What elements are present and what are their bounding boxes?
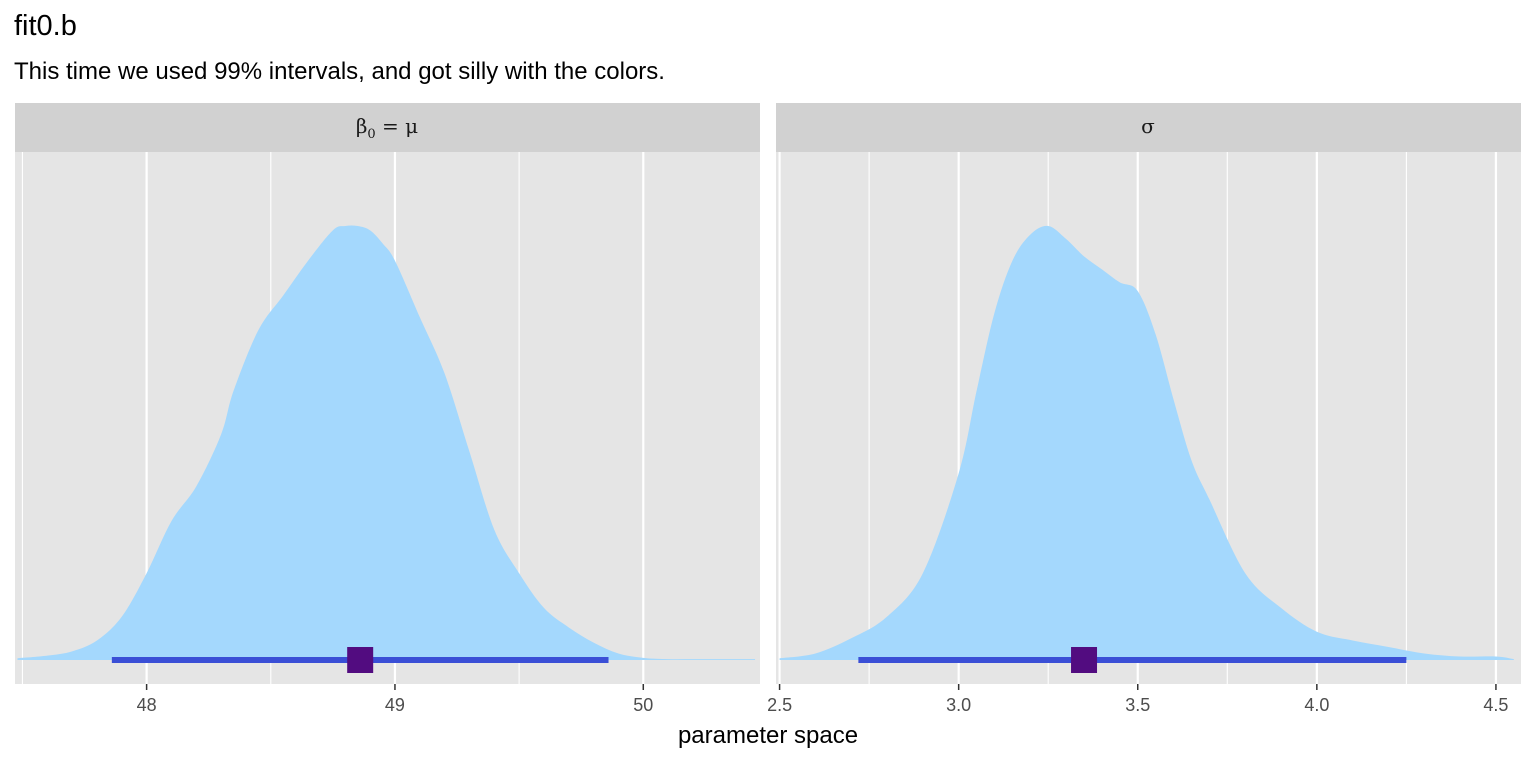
strip-label-beta0: β0 = μ bbox=[356, 114, 418, 142]
marks bbox=[17, 225, 756, 673]
facet-panel-sigma: σ 2.5 3.0 3.5 4.0 4.5 bbox=[767, 103, 1521, 715]
x-axis-ticks: 48 49 50 bbox=[137, 684, 653, 715]
tick-label: 49 bbox=[385, 695, 405, 715]
density-area bbox=[17, 225, 756, 660]
chart-subtitle: This time we used 99% intervals, and got… bbox=[14, 58, 665, 85]
tick-label: 2.5 bbox=[767, 695, 792, 715]
tick-label: 3.0 bbox=[946, 695, 971, 715]
strip-background bbox=[776, 103, 1521, 152]
x-axis-ticks: 2.5 3.0 3.5 4.0 4.5 bbox=[767, 684, 1508, 715]
strip-label-sigma: σ bbox=[1141, 114, 1155, 138]
tick-label: 4.0 bbox=[1304, 695, 1329, 715]
tick-label: 3.5 bbox=[1125, 695, 1150, 715]
tick-label: 4.5 bbox=[1483, 695, 1508, 715]
tick-label: 50 bbox=[633, 695, 653, 715]
marks bbox=[779, 225, 1514, 673]
chart-title: fit0.b bbox=[14, 10, 77, 42]
tick-label: 48 bbox=[137, 695, 157, 715]
x-axis-label: parameter space bbox=[677, 722, 859, 749]
point-estimate bbox=[1071, 647, 1098, 673]
point-estimate bbox=[347, 647, 374, 673]
strip-background bbox=[15, 103, 760, 152]
density-area bbox=[779, 225, 1514, 660]
facet-panel-beta0: β0 = μ 48 49 50 bbox=[15, 103, 760, 715]
